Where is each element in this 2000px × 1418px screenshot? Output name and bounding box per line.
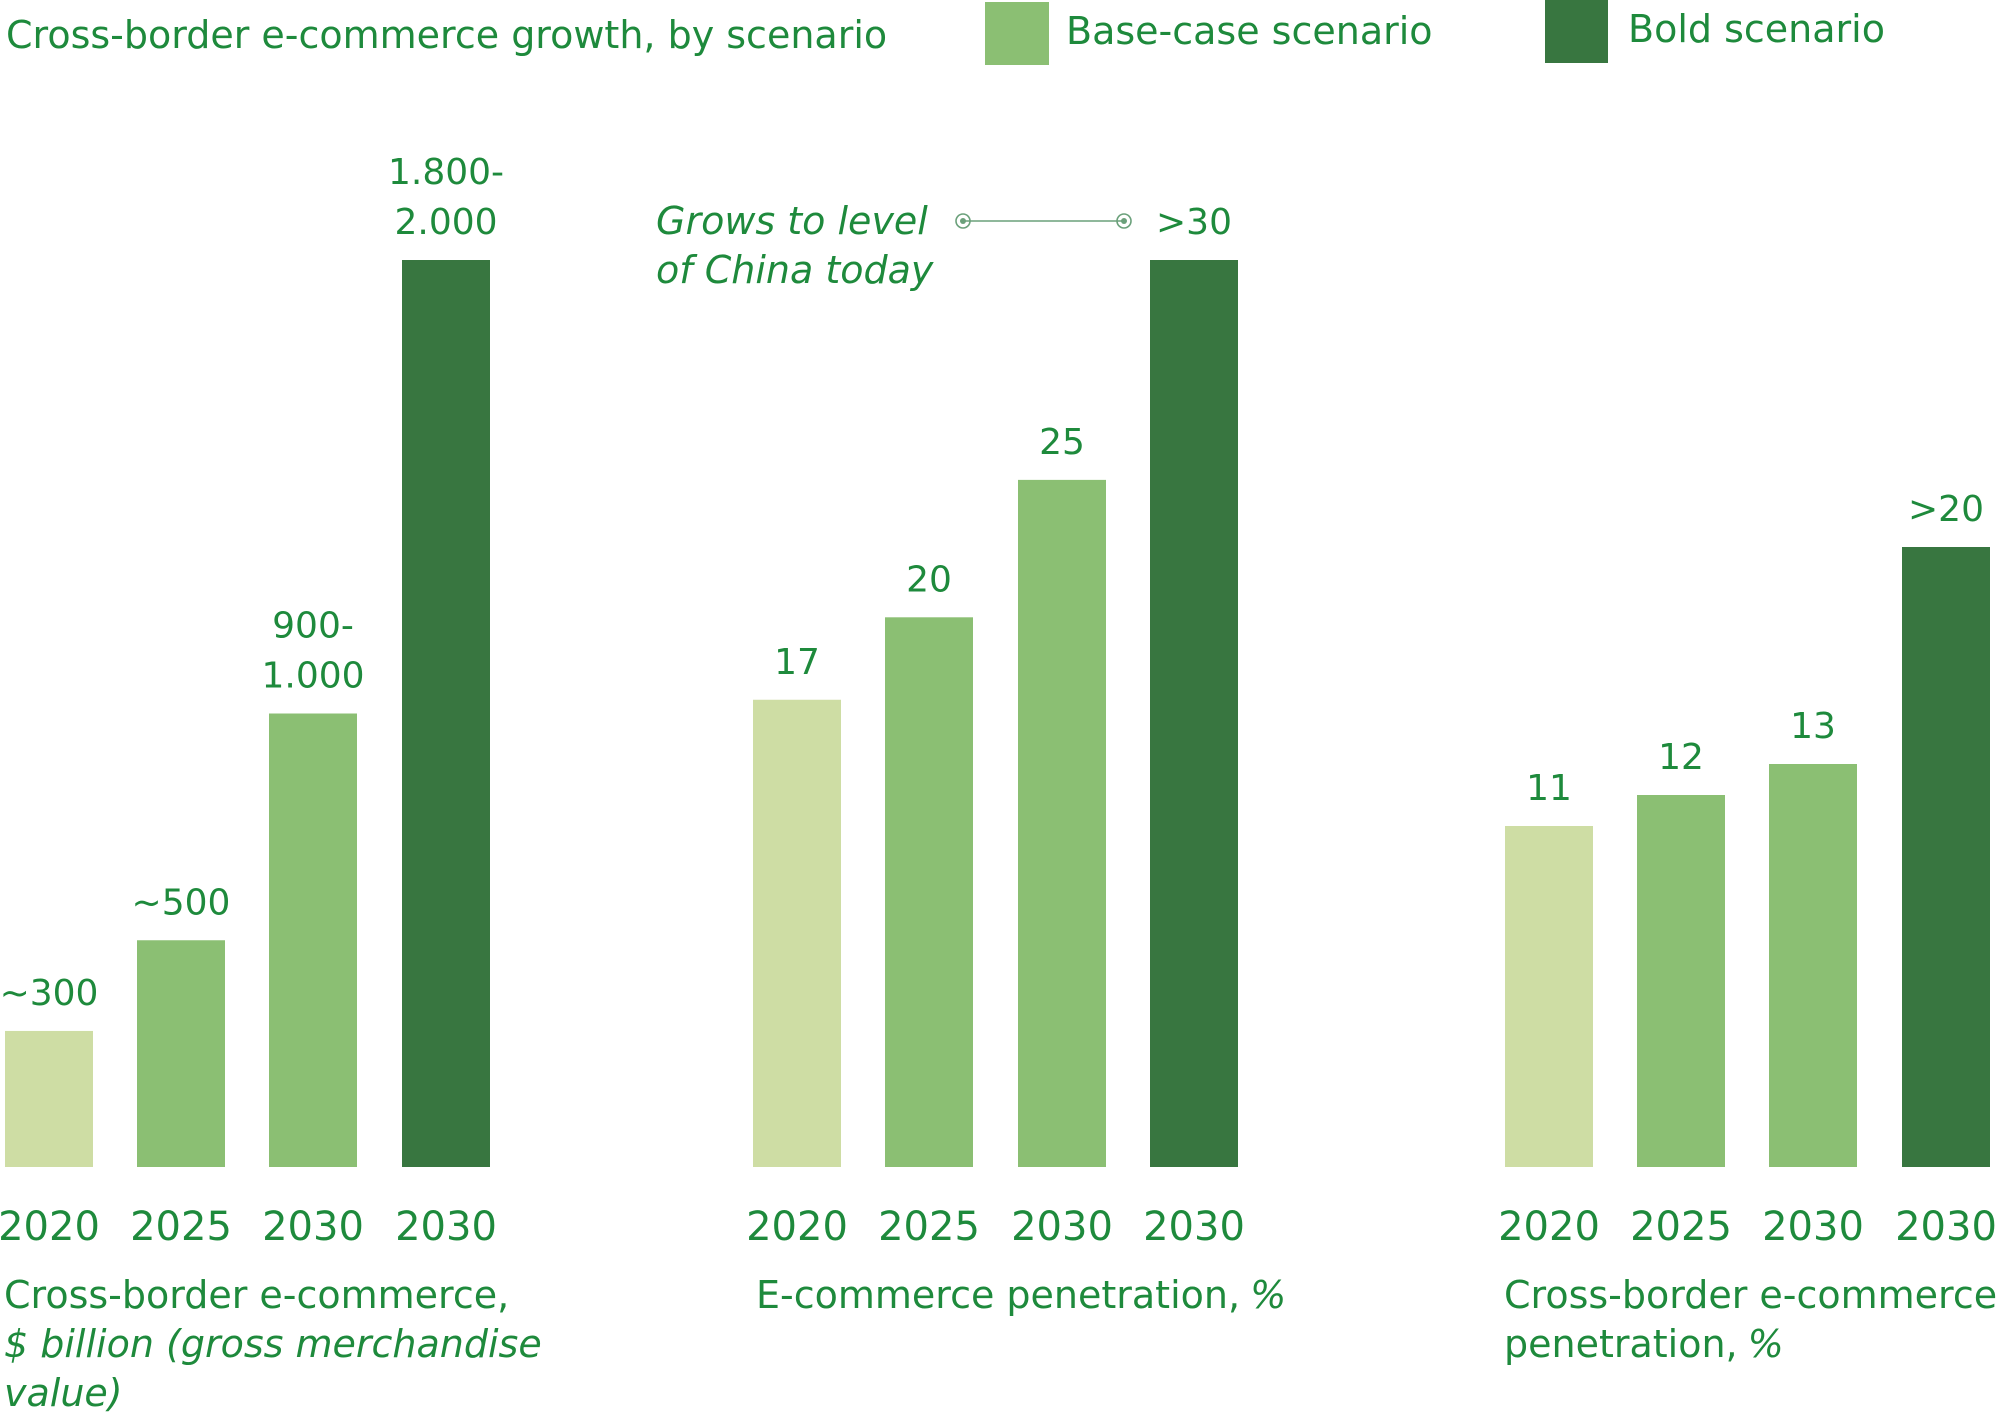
- annotation: Grows to level of China today: [656, 199, 1132, 292]
- chart-panel-1: ~300 2020 ~500 2025 900- 1.000 2030 1.800- 2.000…: [0, 152, 542, 1415]
- panel-caption: E-commerce penetration,%: [756, 1273, 1286, 1317]
- data-label: ~300: [0, 973, 98, 1014]
- x-tick-label: 2020: [0, 1204, 100, 1250]
- bar-base-2030: [269, 713, 357, 1167]
- data-label: 11: [1526, 768, 1572, 809]
- annotation-dot-left-center: [960, 218, 966, 224]
- data-label: 1.800-: [388, 152, 504, 193]
- data-label: ~500: [132, 882, 231, 923]
- x-tick-label: 2020: [1498, 1204, 1600, 1250]
- legend-label-bold: Bold scenario: [1628, 7, 1885, 51]
- legend-swatch-bold: [1545, 0, 1608, 63]
- x-tick-label: 2030: [395, 1204, 497, 1250]
- x-tick-label: 2030: [1895, 1204, 1997, 1250]
- panel-caption: penetration,%: [1504, 1322, 1784, 1366]
- x-tick-label: 2030: [1762, 1204, 1864, 1250]
- data-label: >20: [1908, 489, 1984, 530]
- annotation-line-2: of China today: [656, 248, 934, 292]
- x-tick-label: 2020: [746, 1204, 848, 1250]
- x-tick-label: 2025: [1630, 1204, 1732, 1250]
- bar-bold-2030: [1902, 547, 1990, 1167]
- chart-panels: ~3002020~5002025900-1.00020301.800-2.000…: [0, 152, 1997, 1415]
- chart-title: Cross-border e-commerce growth, by scena…: [6, 13, 887, 57]
- bar-base-2025: [137, 940, 225, 1167]
- data-label: 17: [774, 642, 820, 683]
- bar-bold-2030: [402, 260, 490, 1167]
- legend: Base-case scenario Bold scenario: [985, 0, 1885, 65]
- bar-actual-2020: [1505, 826, 1593, 1167]
- x-tick-label: 2030: [262, 1204, 364, 1250]
- x-tick-label: 2025: [878, 1204, 980, 1250]
- data-label: 2.000: [394, 202, 497, 243]
- data-label: 900-: [272, 606, 354, 647]
- data-label: 20: [906, 559, 952, 600]
- chart-panel-3: 11 2020 12 2025 13 2030 >20 2030 Cross-border e-…: [1498, 489, 1997, 1366]
- x-tick-label: 2030: [1143, 1204, 1245, 1250]
- bar-actual-2020: [753, 699, 841, 1167]
- legend-swatch-base-case: [985, 2, 1049, 65]
- annotation-dot-right: [1116, 213, 1132, 229]
- annotation-dot-left: [955, 213, 971, 229]
- legend-label-base-case: Base-case scenario: [1066, 9, 1433, 53]
- data-label: 12: [1658, 737, 1704, 778]
- bar-base-2025: [885, 617, 973, 1167]
- bar-base-2025: [1637, 795, 1725, 1167]
- data-label: 13: [1790, 706, 1836, 747]
- bar-bold-2030: [1150, 260, 1238, 1167]
- bar-actual-2020: [5, 1030, 93, 1167]
- annotation-dot-right-center: [1121, 218, 1127, 224]
- data-label: 25: [1039, 422, 1085, 463]
- annotation-line-1: Grows to level: [656, 199, 928, 243]
- panel-caption: Cross-border e-commerce: [1504, 1273, 1997, 1317]
- x-tick-label: 2025: [130, 1204, 232, 1250]
- data-label: >30: [1156, 202, 1232, 243]
- data-label: 1.000: [261, 656, 364, 697]
- x-tick-label: 2030: [1011, 1204, 1113, 1250]
- panel-caption-unit: value): [4, 1371, 123, 1415]
- bar-base-2030: [1018, 479, 1106, 1167]
- bar-base-2030: [1769, 764, 1857, 1167]
- panel-caption-unit: $ billion (gross merchandise: [4, 1322, 542, 1366]
- panel-caption: Cross-border e-commerce,: [4, 1273, 509, 1317]
